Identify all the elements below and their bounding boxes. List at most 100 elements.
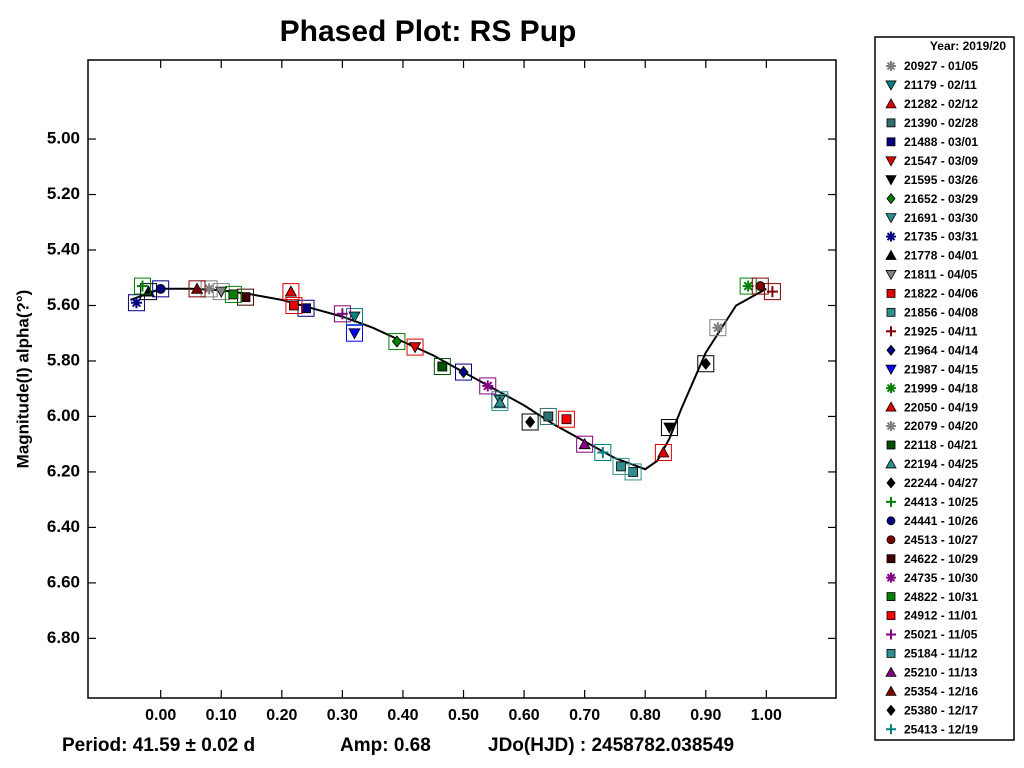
- legend-label: 24441 - 10/26: [904, 514, 978, 528]
- marker-shape: [284, 285, 298, 297]
- legend-marker: [886, 477, 896, 489]
- marker-outline: [282, 283, 300, 301]
- legend-label: 21488 - 03/01: [904, 135, 978, 149]
- plot-frame: [87, 59, 837, 699]
- legend-label: 21652 - 03/29: [904, 192, 978, 206]
- y-tick-label: 5.60: [47, 295, 80, 314]
- y-tick-label: 5.40: [47, 239, 80, 258]
- data-point: [433, 358, 451, 376]
- marker-outline: [224, 285, 242, 303]
- footer-amp: Amp: 0.68: [340, 735, 431, 756]
- footer-period: Period: 41.59 ± 0.02 d: [62, 735, 255, 756]
- data-point: [576, 435, 594, 453]
- legend-label: 25413 - 12/19: [904, 722, 978, 736]
- legend-label: 22079 - 04/20: [904, 419, 978, 433]
- legend-label: 24735 - 10/30: [904, 571, 978, 585]
- data-point: [557, 410, 575, 428]
- y-tick-label: 6.60: [47, 572, 80, 591]
- chart-title: Phased Plot: RS Pup: [280, 15, 577, 48]
- x-tick-label: 0.50: [448, 707, 479, 724]
- marker-shape: [190, 282, 204, 294]
- legend-marker: [886, 516, 896, 526]
- x-tick-label: 0.30: [327, 707, 358, 724]
- marker-shape: [886, 440, 896, 450]
- data-point: [521, 413, 539, 431]
- marker-shape: [886, 288, 896, 298]
- legend-label: 21735 - 03/31: [904, 230, 978, 244]
- marker-shape: [886, 344, 896, 356]
- legend-label: 21282 - 02/12: [904, 97, 978, 111]
- y-tick-label: 5.80: [47, 350, 80, 369]
- x-tick-label: 0.20: [266, 707, 297, 724]
- legend-marker: [885, 364, 897, 376]
- marker-shape: [885, 458, 897, 469]
- marker-shape: [493, 396, 507, 408]
- x-tick-label: 0.70: [569, 707, 600, 724]
- marker-shape: [628, 467, 639, 477]
- marker-shape: [886, 535, 896, 545]
- data-point: [594, 444, 612, 462]
- marker-outline: [345, 308, 363, 326]
- x-tick-label: 1.00: [751, 707, 782, 724]
- marker-shape: [885, 98, 897, 109]
- marker-outline: [697, 355, 715, 373]
- marker-shape: [657, 446, 670, 458]
- legend-marker: [886, 724, 896, 735]
- legend-marker: [886, 649, 896, 658]
- legend-label: 21179 - 02/11: [904, 78, 977, 92]
- legend-label: 24912 - 11/01: [904, 609, 978, 623]
- marker-shape: [886, 573, 896, 582]
- marker-shape: [885, 401, 897, 412]
- marker-shape: [240, 292, 251, 303]
- marker-shape: [886, 592, 896, 601]
- marker-shape: [616, 461, 626, 472]
- legend-label: 21691 - 03/30: [904, 211, 978, 225]
- legend-title: Year: 2019/20: [930, 39, 1006, 53]
- legend-label: 21595 - 03/26: [904, 173, 978, 187]
- legend-marker: [886, 572, 896, 583]
- legend-marker: [886, 118, 896, 128]
- legend-label: 21822 - 04/06: [904, 287, 978, 301]
- marker-outline: [127, 294, 145, 312]
- data-point: [134, 277, 152, 295]
- data-point: [455, 363, 473, 381]
- data-point: [709, 319, 727, 337]
- marker-outline: [576, 435, 594, 453]
- legend-label: 22118 - 04/21: [904, 438, 978, 452]
- legend-marker: [886, 554, 896, 564]
- x-tick-label: 0.00: [145, 707, 176, 724]
- legend-label: 21856 - 04/08: [904, 306, 978, 320]
- marker-shape: [289, 300, 299, 311]
- marker-shape: [408, 342, 422, 354]
- marker-shape: [886, 61, 896, 71]
- marker-outline: [491, 394, 509, 412]
- legend-label: 21987 - 04/15: [904, 362, 978, 376]
- legend-marker: [885, 213, 897, 224]
- marker-outline: [345, 324, 363, 342]
- marker-shape: [886, 704, 896, 716]
- data-point: [539, 407, 557, 425]
- marker-outline: [433, 358, 451, 376]
- legend-marker: [885, 156, 897, 167]
- data-point: [388, 333, 406, 351]
- legend-marker: [886, 231, 896, 242]
- marker-outline: [134, 277, 152, 295]
- data-point: [697, 355, 715, 373]
- marker-outline: [455, 363, 473, 381]
- marker-shape: [886, 232, 896, 241]
- legend-label: 21390 - 02/28: [904, 116, 978, 130]
- data-point: [152, 280, 170, 298]
- marker-shape: [204, 284, 214, 294]
- marker-shape: [886, 516, 896, 526]
- legend-marker: [886, 61, 896, 71]
- legend-marker: [886, 307, 896, 317]
- marker-outline: [388, 333, 406, 351]
- legend-label: 20927 - 01/05: [904, 59, 978, 73]
- marker-outline: [333, 305, 351, 323]
- y-tick-label: 5.20: [47, 184, 80, 203]
- data-point: [751, 277, 769, 295]
- marker-shape: [885, 213, 897, 224]
- y-tick-label: 6.20: [47, 461, 80, 480]
